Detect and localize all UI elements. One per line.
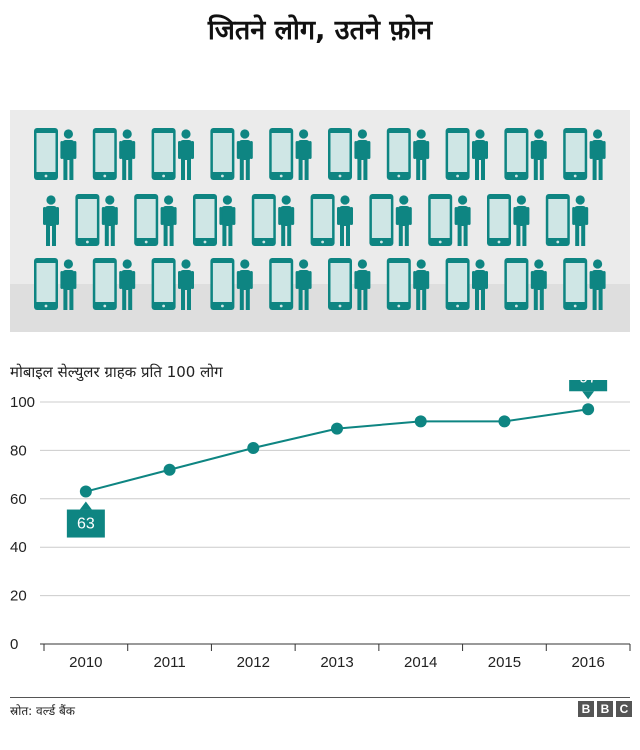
data-point	[414, 415, 427, 428]
person-icon	[589, 259, 606, 310]
x-tick-label: 2014	[404, 654, 437, 671]
person-icon	[119, 259, 136, 310]
person-icon	[236, 129, 253, 180]
phone-icon	[445, 128, 470, 180]
x-tick-label: 2010	[69, 654, 102, 671]
person-icon	[572, 195, 589, 246]
person-icon	[472, 129, 488, 180]
illustration-canvas	[34, 128, 606, 310]
phone-icon	[269, 258, 294, 310]
y-tick-label: 100	[10, 394, 35, 411]
callout-label: 63	[77, 516, 95, 533]
phone-icon	[487, 194, 511, 246]
phone-icon	[310, 194, 335, 246]
phone-icon	[445, 258, 470, 310]
person-icon	[101, 195, 118, 246]
y-tick-label: 20	[10, 588, 27, 605]
phone-icon	[134, 194, 159, 246]
bbc-logo: B B C	[578, 701, 632, 717]
person-icon	[513, 195, 530, 246]
phone-icon	[369, 194, 394, 246]
phone-icon	[328, 128, 352, 180]
data-point	[331, 422, 343, 435]
y-tick-label: 80	[10, 442, 27, 459]
y-tick-label: 0	[10, 636, 18, 653]
person-icon	[337, 195, 353, 246]
x-tick-label: 2013	[320, 654, 353, 671]
people-phones-illustration	[10, 110, 630, 332]
y-tick-label: 40	[10, 539, 27, 556]
person-icon	[119, 129, 136, 180]
data-point	[247, 441, 260, 454]
phone-icon	[151, 258, 176, 310]
person-icon	[219, 195, 236, 246]
phone-icon	[504, 258, 529, 310]
person-icon	[354, 259, 371, 310]
callout-label: 97	[579, 380, 597, 386]
phone-icon	[328, 258, 352, 310]
data-point	[79, 485, 92, 498]
x-tick-label: 2011	[153, 654, 185, 671]
phone-icon	[386, 258, 411, 310]
phone-icon	[428, 194, 453, 246]
phone-icon	[563, 128, 588, 180]
x-tick-label: 2012	[237, 654, 270, 671]
person-icon	[395, 195, 412, 246]
phone-icon	[504, 128, 529, 180]
person-icon	[178, 129, 194, 180]
phone-icon	[210, 128, 235, 180]
phone-icon	[269, 128, 294, 180]
phone-icon	[563, 258, 588, 310]
phone-icon	[193, 194, 217, 246]
phone-icon	[92, 128, 117, 180]
person-icon	[413, 259, 430, 310]
x-tick-label: 2016	[571, 654, 604, 671]
phone-icon	[92, 258, 117, 310]
person-icon	[454, 195, 471, 246]
line-chart: 0 20 40 60 80 100 2010 2011 2012 2013 2014 2015 2016…	[10, 380, 631, 671]
value-callout: 63	[66, 501, 105, 538]
person-icon	[236, 259, 253, 310]
value-callout: 97	[569, 380, 608, 400]
person-icon	[530, 259, 547, 310]
person-icon	[160, 195, 177, 246]
bbc-logo-b1: B	[578, 701, 594, 717]
person-icon	[589, 129, 606, 180]
page-title: जितने लोग, उतने फ़ोन	[207, 15, 433, 46]
phone-icon	[545, 194, 570, 246]
phone-icon	[151, 128, 176, 180]
phone-icon	[210, 258, 235, 310]
person-icon	[60, 129, 77, 180]
person-icon	[278, 195, 295, 246]
phone-icon	[251, 194, 276, 246]
chart-title: मोबाइल सेल्युलर ग्राहक प्रति 100 लोग	[10, 363, 223, 381]
person-icon	[295, 129, 312, 180]
bbc-logo-c: C	[616, 701, 632, 717]
phone-icon	[75, 194, 100, 246]
phone-icon	[386, 128, 411, 180]
data-point	[163, 463, 176, 476]
person-icon	[295, 259, 312, 310]
footer-divider	[10, 697, 630, 698]
x-tick-label: 2015	[488, 654, 521, 671]
phone-icon	[34, 128, 58, 180]
data-point	[498, 415, 511, 428]
person-icon	[178, 259, 194, 310]
phone-icon	[34, 258, 58, 310]
person-icon	[354, 129, 371, 180]
source-note: स्रोत: वर्ल्ड बैंक	[10, 704, 76, 718]
person-icon	[530, 129, 547, 180]
data-point	[582, 403, 595, 416]
person-icon	[43, 195, 59, 246]
person-icon	[472, 259, 488, 310]
y-tick-label: 60	[10, 491, 27, 508]
bbc-logo-b2: B	[597, 701, 613, 717]
person-icon	[413, 129, 430, 180]
person-icon	[60, 259, 77, 310]
